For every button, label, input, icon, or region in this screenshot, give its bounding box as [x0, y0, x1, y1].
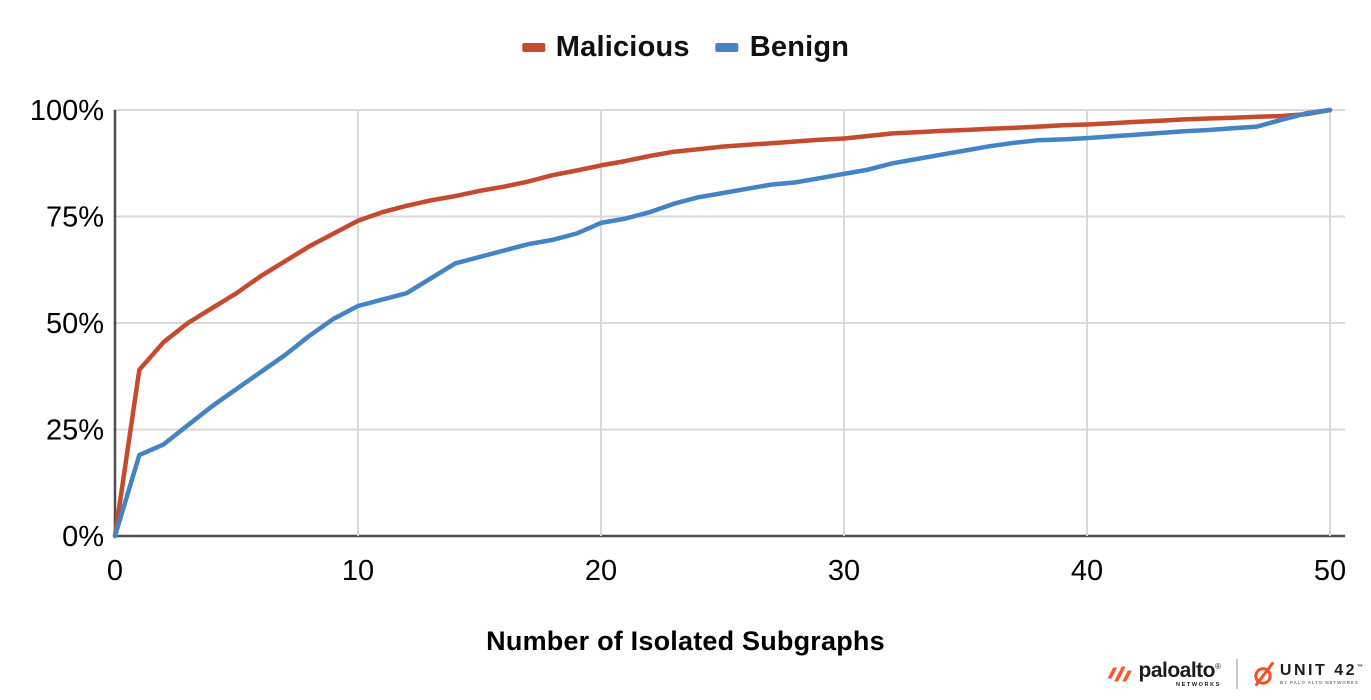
- malicious-line: [112, 107, 1333, 539]
- paloalto-logo-icon: [1107, 666, 1132, 681]
- cdf-line-chart: 0% 25% 50% 75% 100% 0 10 20 30 40 50: [30, 95, 1346, 587]
- unit42-brand-text: UNIT 42: [1279, 661, 1357, 679]
- footer-divider: [1235, 659, 1238, 689]
- malicious-legend-dash-icon: [521, 43, 545, 52]
- x-tick-label: 0: [107, 555, 123, 587]
- unit42-logo-icon: [1254, 662, 1274, 686]
- x-axis-title: Number of Isolated Subgraphs: [486, 626, 885, 656]
- x-tick-label: 20: [585, 555, 617, 587]
- networks-label: NETWORKS: [1176, 681, 1221, 688]
- x-tick-label: 40: [1071, 555, 1103, 587]
- y-tick-label: 50%: [46, 308, 104, 340]
- unit42-logo: UNIT 42™ BY PALO ALTO NETWORKS: [1253, 661, 1363, 687]
- benign-line: [112, 107, 1333, 539]
- benign-legend-dash-icon: [715, 43, 739, 52]
- legend-item-malicious: Malicious: [521, 31, 690, 64]
- y-tick-label: 75%: [46, 202, 104, 234]
- y-tick-label: 0%: [62, 521, 104, 553]
- y-tick-label: 100%: [30, 95, 104, 127]
- paloalto-text-block: paloalto® NETWORKS: [1139, 660, 1221, 689]
- x-tick-label: 10: [342, 555, 374, 587]
- paloalto-networks-logo: paloalto® NETWORKS: [1106, 660, 1221, 689]
- y-tick-label: 25%: [46, 415, 104, 447]
- legend-label-malicious: Malicious: [555, 31, 690, 63]
- legend-item-benign: Benign: [715, 31, 850, 64]
- unit42-text-block: UNIT 42™ BY PALO ALTO NETWORKS: [1279, 661, 1363, 686]
- x-tick-label: 30: [828, 555, 860, 587]
- trademark-mark: ™: [1357, 664, 1363, 671]
- legend-label-benign: Benign: [749, 31, 850, 63]
- unit42-wordmark: UNIT 42™: [1279, 661, 1363, 679]
- chart-legend: Malicious Benign: [521, 31, 850, 64]
- brand-footer: paloalto® NETWORKS UNIT 42™ BY PALO ALTO…: [1106, 653, 1363, 695]
- paloalto-brand-text: paloalto: [1138, 658, 1216, 682]
- paloalto-wordmark: paloalto®: [1139, 660, 1221, 681]
- registered-mark: ®: [1215, 661, 1221, 671]
- unit42-tagline: BY PALO ALTO NETWORKS: [1279, 679, 1359, 685]
- x-tick-label: 50: [1314, 555, 1346, 587]
